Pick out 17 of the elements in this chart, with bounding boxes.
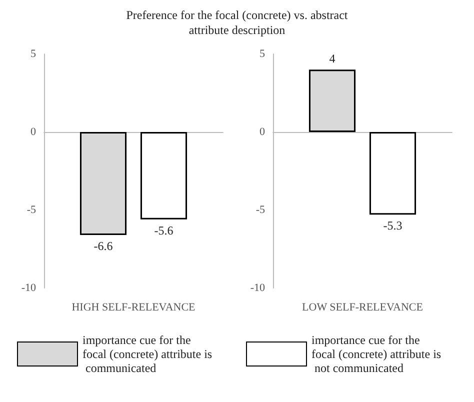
legend-label: importance cue for the focal (concrete) attribute is not communicated — [312, 333, 442, 375]
y-tick-label: 5 — [260, 48, 266, 60]
y-tick-label: -10 — [21, 282, 36, 294]
y-tick-label: -5 — [256, 204, 266, 216]
y-tick-label: 0 — [30, 126, 36, 138]
legend-label: importance cue for the focal (concrete) attribute is communicated — [82, 333, 212, 375]
y-tick-label: -10 — [250, 282, 266, 294]
y-tick-label: 0 — [260, 126, 266, 138]
y-tick-label: 5 — [30, 48, 36, 60]
data-label: -6.6 — [94, 238, 113, 253]
data-label: -5.6 — [154, 223, 174, 238]
data-label: 4 — [329, 52, 336, 66]
x-tick-label: HIGH SELF-RELEVANCE — [72, 302, 196, 314]
x-tick-label: LOW SELF-RELEVANCE — [302, 302, 424, 314]
data-label: -5.3 — [383, 218, 402, 233]
text: Preference for the focal (concrete) vs. abstract attribute description — [125, 8, 349, 39]
y-tick-label: -5 — [26, 204, 36, 216]
